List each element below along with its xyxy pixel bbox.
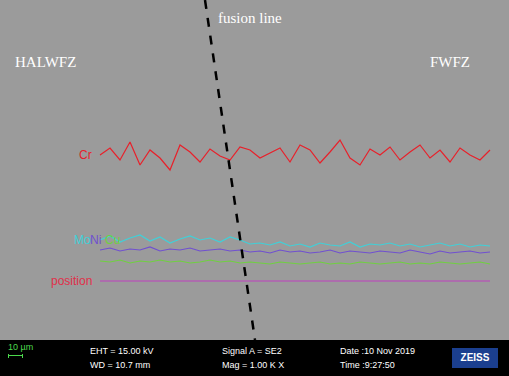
svg-text:FWFZ: FWFZ	[430, 54, 470, 70]
html-text:10 µm: 10 µm	[8, 342, 34, 352]
html-text:Date :10 Nov 2019: Date :10 Nov 2019	[340, 346, 416, 356]
html-text:EHT = 15.00 kV: EHT = 15.00 kV	[90, 346, 154, 356]
svg-text:HALWFZ: HALWFZ	[15, 54, 76, 70]
html-text:ZEISS: ZEISS	[460, 352, 490, 363]
svg-text:Ni: Ni	[90, 233, 101, 247]
svg-text:fusion line: fusion line	[218, 10, 282, 26]
html-text:Mag = 1.00 K X: Mag = 1.00 K X	[222, 360, 285, 370]
svg-text:Cu: Cu	[105, 233, 120, 247]
svg-text:Cr: Cr	[79, 148, 92, 162]
html-text:Time :9:27:50: Time :9:27:50	[340, 360, 395, 370]
html-text:Signal A = SE2: Signal A = SE2	[222, 346, 282, 356]
svg-text:Mo: Mo	[74, 233, 91, 247]
html-text:WD = 10.7 mm: WD = 10.7 mm	[90, 360, 151, 370]
svg-text:position: position	[51, 274, 92, 288]
